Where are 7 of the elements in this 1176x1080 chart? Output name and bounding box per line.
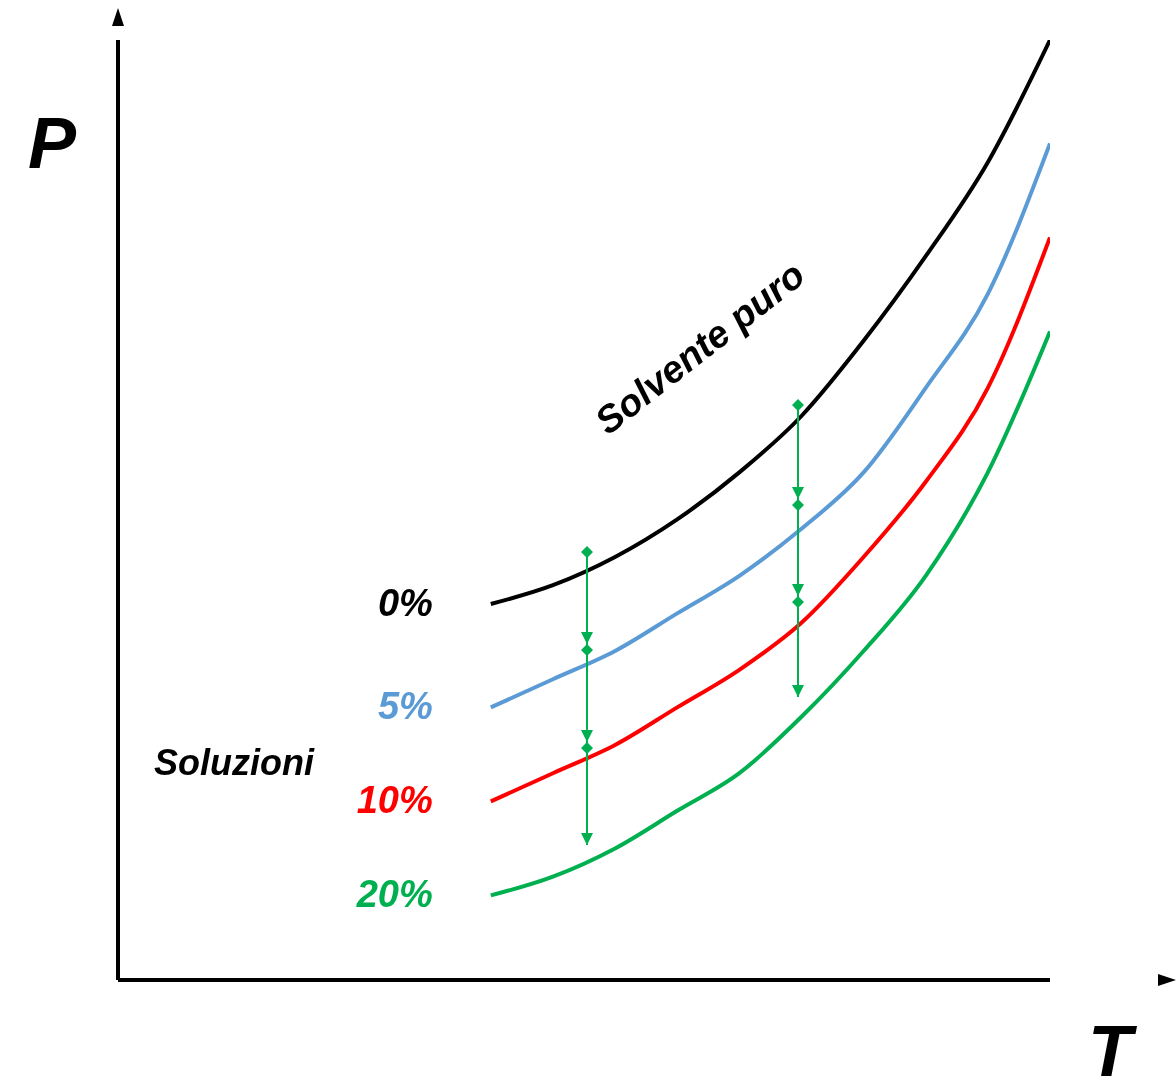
series-label: 10% bbox=[356, 779, 433, 822]
y-axis-title: P bbox=[28, 103, 77, 183]
annotation: Soluzioni bbox=[154, 742, 315, 783]
series-label: 5% bbox=[377, 685, 433, 728]
series-label: 0% bbox=[377, 582, 433, 624]
x-axis-title: T bbox=[1088, 1011, 1138, 1080]
series-label: 20% bbox=[355, 873, 433, 916]
